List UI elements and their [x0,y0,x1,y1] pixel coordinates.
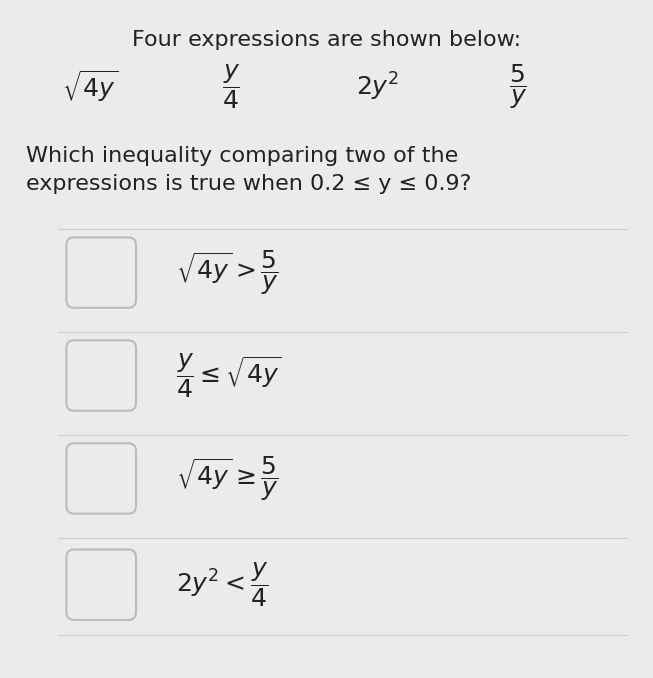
Text: $\dfrac{y}{4}$: $\dfrac{y}{4}$ [221,62,240,111]
Text: $\sqrt{4y}$: $\sqrt{4y}$ [62,69,118,104]
FancyBboxPatch shape [67,237,136,308]
Text: expressions is true when 0.2 ≤ y ≤ 0.9?: expressions is true when 0.2 ≤ y ≤ 0.9? [26,174,471,195]
Text: $2y^2$: $2y^2$ [356,71,399,103]
FancyBboxPatch shape [67,550,136,620]
Text: $\sqrt{4y} \geq \dfrac{5}{y}$: $\sqrt{4y} \geq \dfrac{5}{y}$ [176,454,279,503]
Text: Which inequality comparing two of the: Which inequality comparing two of the [26,146,458,166]
Text: Four expressions are shown below:: Four expressions are shown below: [132,31,521,50]
FancyBboxPatch shape [67,340,136,411]
Text: $\dfrac{y}{4} \leq \sqrt{4y}$: $\dfrac{y}{4} \leq \sqrt{4y}$ [176,351,282,400]
Text: $2y^2 < \dfrac{y}{4}$: $2y^2 < \dfrac{y}{4}$ [176,560,269,609]
Text: $\sqrt{4y} > \dfrac{5}{y}$: $\sqrt{4y} > \dfrac{5}{y}$ [176,248,279,297]
Text: $\dfrac{5}{y}$: $\dfrac{5}{y}$ [509,62,527,111]
FancyBboxPatch shape [67,443,136,514]
